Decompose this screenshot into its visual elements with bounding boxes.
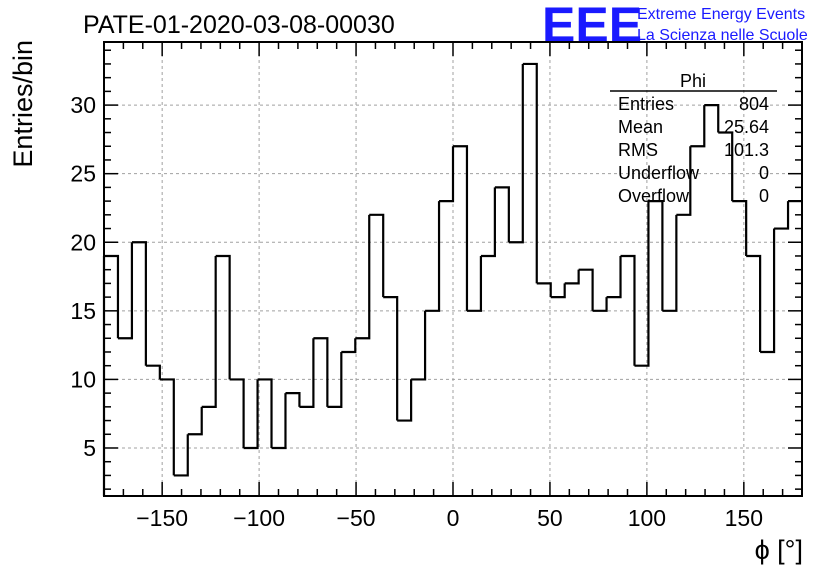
y-tick-label: 5 [83, 435, 96, 461]
histogram-bin [690, 105, 706, 148]
histogram-bin [397, 379, 413, 422]
histogram-bin [620, 254, 636, 366]
x-tick-label: 50 [537, 505, 563, 531]
y-axis-title: Entries/bin [8, 40, 38, 168]
grid [104, 42, 802, 496]
histogram-bin [355, 214, 371, 340]
logo-line-1: Extreme Energy Events [637, 6, 805, 23]
histogram-bin [271, 393, 287, 450]
x-tick-label: 0 [447, 505, 460, 531]
histogram-bin [606, 255, 622, 299]
histogram-bin [732, 200, 748, 256]
histogram-bin [257, 378, 273, 448]
stats-value: 25.64 [724, 117, 769, 137]
y-tick-label: 20 [70, 229, 96, 255]
histogram-bin [159, 378, 175, 476]
x-tick-labels: −150 −100 −50 0 50 100 150 [136, 505, 763, 531]
histogram-bin [746, 254, 762, 352]
histogram-bin [550, 283, 566, 299]
y-tick-label: 25 [70, 161, 96, 187]
histogram-bin [425, 201, 441, 312]
histogram-bin [313, 337, 329, 407]
histogram-bin [578, 268, 594, 311]
y-tick-label: 15 [70, 298, 96, 324]
histogram-bin [201, 255, 217, 408]
histogram-bin [718, 131, 734, 202]
stats-label: Entries [618, 94, 674, 114]
stats-value: 101.3 [724, 140, 769, 160]
y-tick-label: 30 [70, 92, 96, 118]
x-tick-label: −100 [233, 505, 285, 531]
histogram-bin [187, 406, 203, 436]
histogram-bin [243, 379, 259, 450]
histogram-bin [564, 269, 580, 285]
histogram-bin [369, 213, 385, 298]
histogram-bin [145, 364, 161, 380]
histogram-bin [341, 338, 357, 354]
axis-ticks [103, 42, 803, 496]
histogram-bin [536, 282, 552, 298]
stats-name: Phi [680, 71, 706, 91]
x-tick-label: −50 [337, 505, 376, 531]
histogram-bin [383, 296, 399, 421]
eee-logo: EEE Extreme Energy Events La Scienza nel… [542, 0, 808, 53]
histogram-bin [215, 254, 231, 380]
histogram-bin [592, 297, 608, 312]
x-tick-label: −150 [136, 505, 188, 531]
chart-title: PATE-01-2020-03-08-00030 [83, 11, 395, 39]
histogram-bin [676, 146, 692, 216]
logo-line-2: La Scienza nelle Scuole [637, 27, 808, 44]
histogram-bin [648, 200, 664, 311]
stats-value: 804 [739, 94, 769, 114]
histogram-bin [299, 338, 315, 408]
stats-label: Underflow [618, 163, 700, 183]
histogram-bin [508, 63, 524, 244]
histogram-bin [522, 62, 538, 284]
stats-rows: Entries 804 Mean 25.64 RMS 101.3 Underflow 0 Ove… [618, 94, 769, 206]
histogram-bin [662, 214, 678, 312]
histogram-bin [117, 242, 134, 340]
x-tick-label: 100 [628, 505, 666, 531]
stats-label: Mean [618, 117, 663, 137]
histogram-bin [774, 201, 790, 230]
histogram-bin [411, 310, 427, 381]
y-tick-labels: 5 10 15 20 25 30 [70, 92, 96, 461]
logo-mark: EEE [542, 0, 642, 53]
histogram-bin [229, 378, 245, 448]
stats-label: RMS [618, 140, 658, 160]
histogram-bin [634, 201, 650, 367]
stats-value: 0 [759, 186, 769, 206]
histogram-bin [494, 186, 510, 243]
histogram-bin [760, 228, 776, 354]
x-tick-label: 150 [725, 505, 763, 531]
histogram-bin [439, 146, 455, 203]
histogram-bin [466, 255, 483, 312]
histogram-bin [327, 351, 343, 408]
histogram-bin [480, 187, 496, 258]
stats-box: Phi Entries 804 Mean 25.64 RMS 101.3 Underflow… [610, 71, 777, 206]
y-tick-label: 10 [70, 366, 96, 392]
histogram-bin [285, 392, 301, 407]
histogram-bin [453, 145, 469, 311]
histogram-bin [173, 434, 189, 477]
stats-value: 0 [759, 163, 769, 183]
histogram-bin [131, 241, 147, 366]
stats-label: Overflow [618, 186, 690, 206]
x-axis-title: ϕ [°] [755, 535, 803, 565]
histogram-bin [704, 103, 720, 133]
